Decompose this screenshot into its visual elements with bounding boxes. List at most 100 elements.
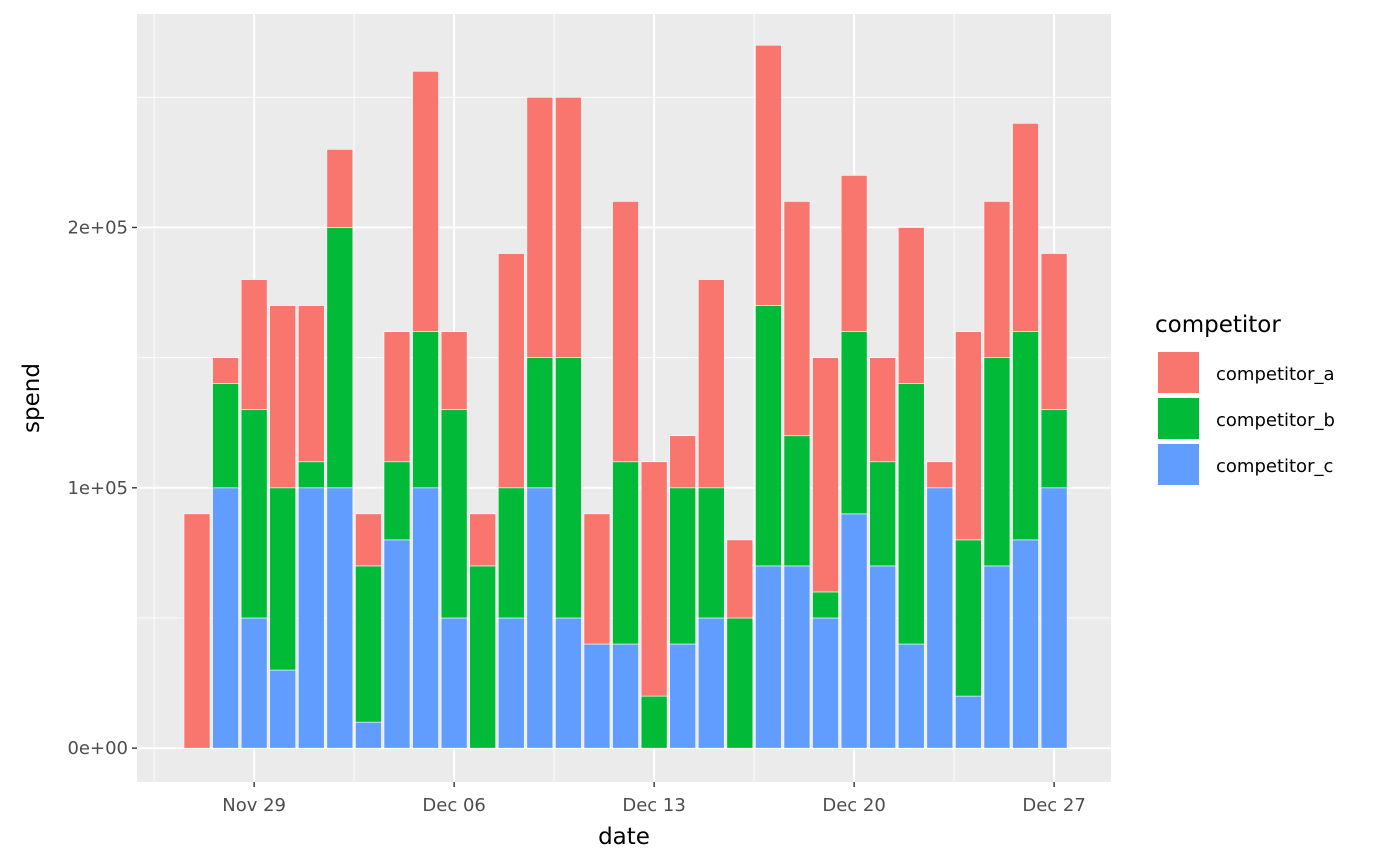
bar-segment-competitor_c	[497, 617, 525, 749]
bars	[183, 44, 1068, 749]
bar-segment-competitor_b	[355, 565, 382, 723]
bar-segment-competitor_b	[240, 409, 268, 619]
bar-segment-competitor_c	[440, 617, 468, 749]
bar-segment-competitor_b	[726, 617, 754, 749]
bar-segment-competitor_a	[755, 44, 782, 306]
bar-segment-competitor_b	[440, 409, 468, 619]
bar-segment-competitor_c	[983, 565, 1011, 749]
bar-segment-competitor_c	[526, 487, 554, 749]
legend-title: competitor	[1155, 312, 1281, 338]
bar-segment-competitor_c	[812, 617, 839, 749]
bar-segment-competitor_c	[383, 539, 411, 749]
bar-segment-competitor_b	[897, 383, 925, 645]
bar-segment-competitor_c	[897, 643, 925, 749]
legend-label-competitor_a: competitor_a	[1216, 364, 1335, 385]
bar-segment-competitor_b	[469, 565, 497, 749]
legend-key-competitor_b	[1156, 396, 1201, 441]
bar-segment-competitor_c	[1012, 539, 1039, 749]
bar-segment-competitor_a	[583, 513, 611, 645]
bar-segment-competitor_b	[526, 357, 554, 489]
y-tick-label: 2e+05	[67, 217, 128, 238]
bar-segment-competitor_a	[983, 201, 1011, 358]
bar-segment-competitor_b	[783, 435, 811, 567]
bar-segment-competitor_a	[440, 331, 468, 411]
bar-segment-competitor_a	[183, 513, 211, 749]
bar-segment-competitor_a	[469, 513, 497, 567]
bar-segment-competitor_c	[212, 487, 239, 749]
bar-segment-competitor_c	[955, 695, 982, 749]
bar-segment-competitor_b	[755, 305, 782, 567]
bar-segment-competitor_c	[783, 565, 811, 749]
bar-segment-competitor_b	[326, 227, 354, 489]
x-tick-label: Nov 29	[222, 795, 286, 816]
bar-segment-competitor_b	[497, 487, 525, 619]
bar-segment-competitor_a	[697, 279, 725, 489]
bar-segment-competitor_b	[297, 461, 325, 489]
bar-segment-competitor_a	[669, 435, 696, 489]
bar-segment-competitor_a	[269, 305, 297, 489]
legend-key-competitor_c	[1156, 442, 1201, 487]
bar-segment-competitor_c	[326, 487, 354, 749]
y-axis: 0e+00 1e+05 2e+05	[67, 217, 137, 759]
bar-segment-competitor_c	[1040, 487, 1068, 749]
bar-segment-competitor_c	[240, 617, 268, 749]
bar-segment-competitor_b	[669, 487, 696, 645]
bar-segment-competitor_b	[269, 487, 297, 671]
bar-segment-competitor_a	[926, 461, 954, 489]
bar-segment-competitor_a	[897, 227, 925, 384]
x-axis-title: date	[598, 824, 650, 850]
bar-segment-competitor_c	[669, 643, 696, 749]
bar-segment-competitor_a	[840, 175, 868, 332]
bar-segment-competitor_a	[297, 305, 325, 463]
legend-label-competitor_c: competitor_c	[1216, 456, 1333, 477]
bar-segment-competitor_b	[640, 695, 668, 749]
y-tick-label: 0e+00	[67, 738, 128, 759]
bar-segment-competitor_a	[240, 279, 268, 411]
bar-segment-competitor_a	[555, 97, 582, 358]
x-tick-label: Dec 13	[622, 795, 685, 816]
bar-segment-competitor_c	[612, 643, 639, 749]
bar-segment-competitor_c	[355, 721, 382, 749]
bar-segment-competitor_b	[555, 357, 582, 619]
bar-segment-competitor_b	[412, 331, 439, 489]
bar-segment-competitor_a	[526, 97, 554, 358]
bar-segment-competitor_a	[1040, 253, 1068, 411]
bar-segment-competitor_a	[212, 357, 239, 384]
bar-segment-competitor_b	[812, 591, 839, 619]
bar-segment-competitor_a	[355, 513, 382, 567]
bar-segment-competitor_a	[383, 331, 411, 463]
bar-segment-competitor_b	[840, 331, 868, 515]
bar-segment-competitor_a	[1012, 123, 1039, 332]
bar-segment-competitor_a	[783, 201, 811, 437]
bar-segment-competitor_c	[297, 487, 325, 749]
bar-segment-competitor_c	[412, 487, 439, 749]
bar-segment-competitor_c	[583, 643, 611, 749]
x-tick-label: Dec 27	[1022, 795, 1085, 816]
bar-segment-competitor_c	[926, 487, 954, 749]
bar-segment-competitor_c	[869, 565, 896, 749]
bar-segment-competitor_b	[212, 383, 239, 489]
bar-segment-competitor_a	[412, 70, 439, 332]
legend-label-competitor_b: competitor_b	[1216, 410, 1335, 431]
bar-segment-competitor_b	[1012, 331, 1039, 541]
bar-segment-competitor_c	[269, 669, 297, 749]
bar-segment-competitor_b	[983, 357, 1011, 567]
bar-segment-competitor_b	[869, 461, 896, 567]
x-tick-label: Dec 06	[422, 795, 485, 816]
bar-segment-competitor_a	[497, 253, 525, 489]
bar-segment-competitor_b	[1040, 409, 1068, 489]
bar-segment-competitor_c	[555, 617, 582, 749]
bar-segment-competitor_b	[383, 461, 411, 541]
bar-segment-competitor_c	[840, 513, 868, 749]
bar-segment-competitor_a	[612, 201, 639, 463]
legend: competitor competitor_a competitor_bcompe…	[1155, 312, 1335, 487]
bar-segment-competitor_a	[326, 149, 354, 228]
bar-segment-competitor_a	[640, 461, 668, 697]
bar-segment-competitor_a	[955, 331, 982, 541]
bar-segment-competitor_b	[955, 539, 982, 697]
x-tick-label: Dec 20	[822, 795, 885, 816]
bar-segment-competitor_c	[697, 617, 725, 749]
bar-segment-competitor_a	[812, 357, 839, 593]
x-axis: Nov 29 Dec 06 Dec 13 Dec 20 Dec 27	[222, 782, 1086, 816]
